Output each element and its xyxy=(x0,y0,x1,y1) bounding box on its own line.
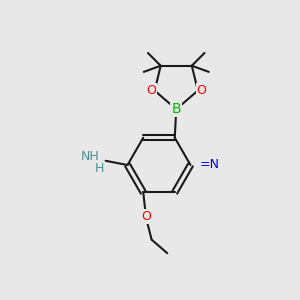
Text: O: O xyxy=(141,210,151,223)
Text: O: O xyxy=(146,84,156,97)
Text: H: H xyxy=(95,161,104,175)
Text: O: O xyxy=(196,84,206,97)
Text: =N: =N xyxy=(200,158,220,171)
Text: NH: NH xyxy=(81,149,100,163)
Text: B: B xyxy=(171,102,181,116)
